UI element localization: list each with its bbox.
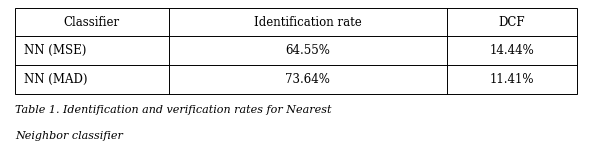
Text: DCF: DCF [499,16,525,29]
Text: 64.55%: 64.55% [285,44,330,57]
Text: 73.64%: 73.64% [285,73,330,86]
Bar [15,8,577,94]
Text: 11.41%: 11.41% [490,73,535,86]
Text: Table 1. Identification and verification rates for Nearest: Table 1. Identification and verification… [15,105,332,115]
Text: NN (MAD): NN (MAD) [24,73,87,86]
Text: Identification rate: Identification rate [254,16,362,29]
Text: NN (MSE): NN (MSE) [24,44,86,57]
Text: Classifier: Classifier [64,16,120,29]
Text: Neighbor classifier: Neighbor classifier [15,131,123,141]
Text: 14.44%: 14.44% [490,44,535,57]
